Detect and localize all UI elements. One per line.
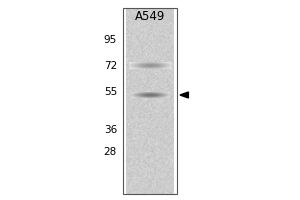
Text: 72: 72 [104,61,117,71]
Text: 28: 28 [104,147,117,157]
Polygon shape [180,92,188,98]
Text: 36: 36 [104,125,117,135]
Bar [123,8,177,194]
Text: 55: 55 [104,87,117,97]
Text: A549: A549 [135,10,165,23]
Text: 95: 95 [104,35,117,45]
